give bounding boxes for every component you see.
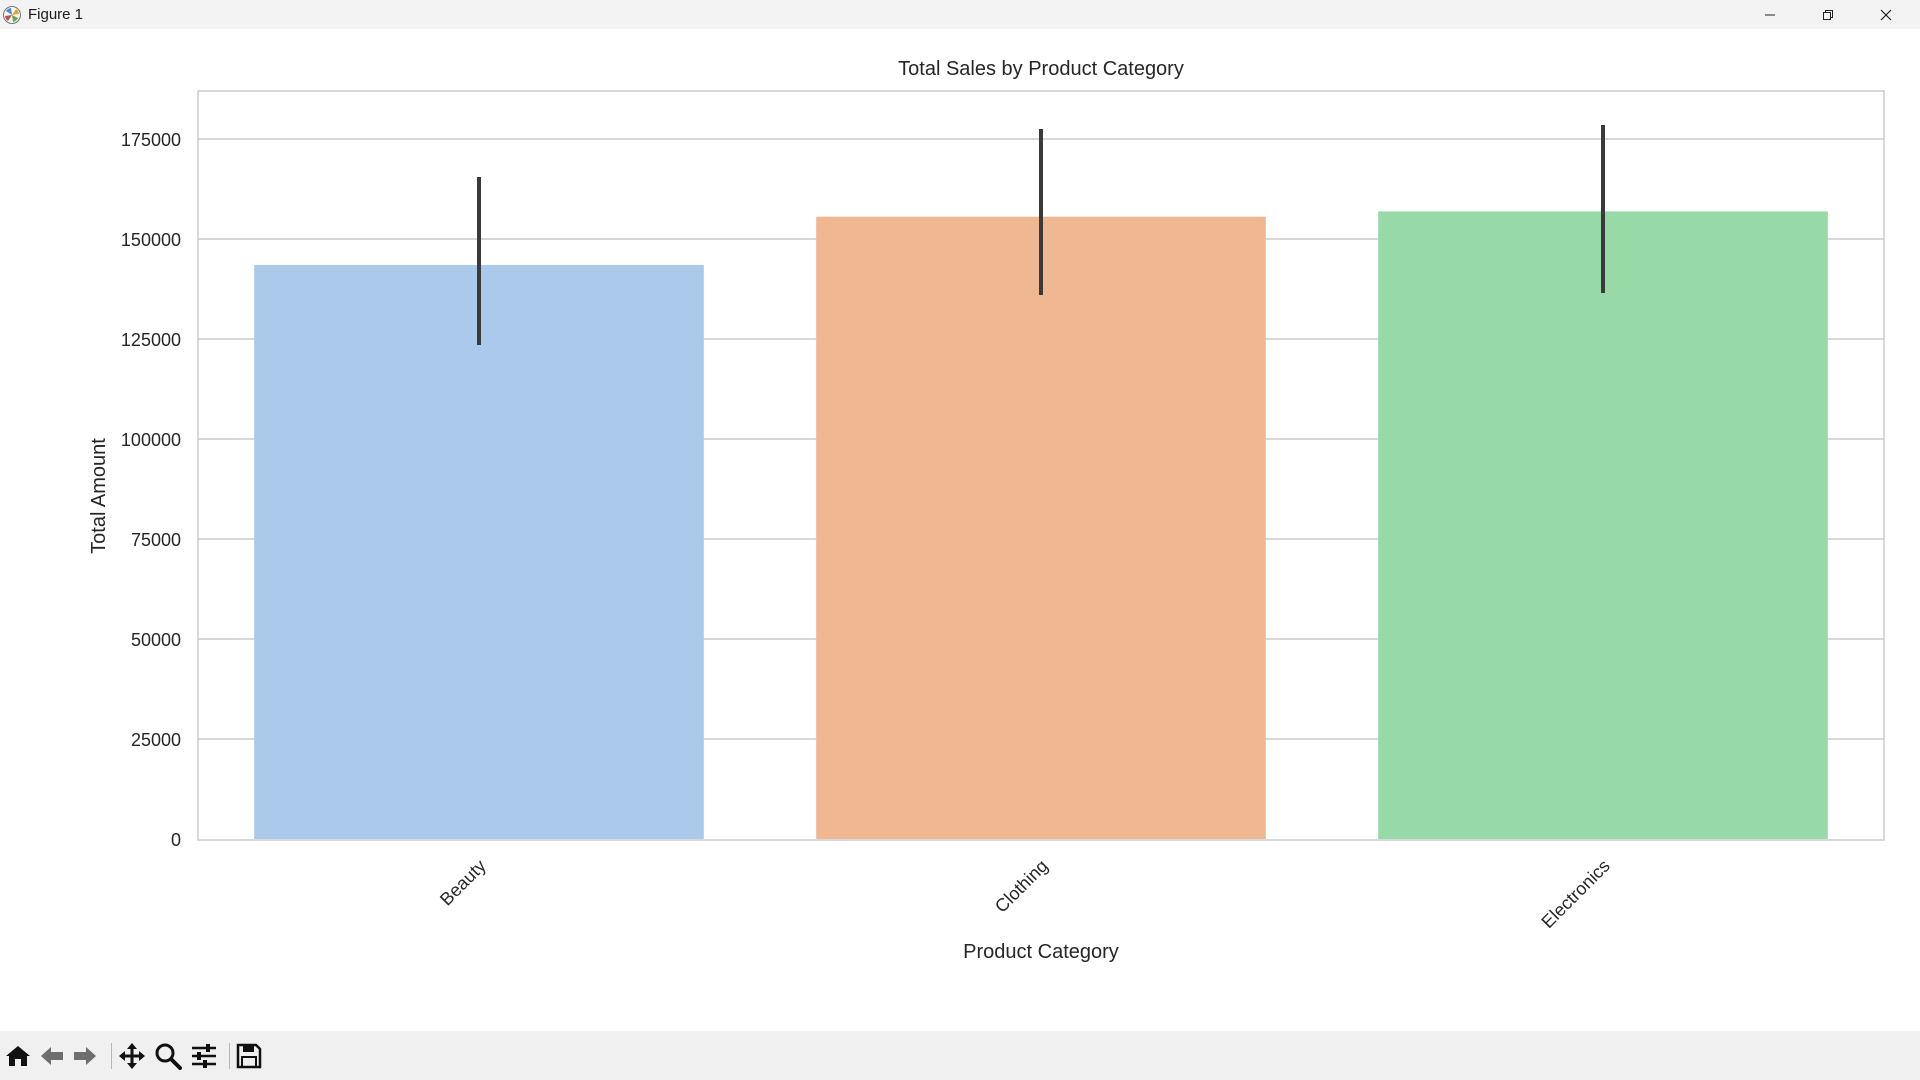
error-bars <box>477 125 1605 345</box>
y-tick-label: 25000 <box>131 730 181 750</box>
minimize-icon <box>1765 14 1775 15</box>
save-icon <box>236 1043 262 1069</box>
plot-frame <box>197 90 1885 841</box>
configure-subplots-icon <box>192 1044 216 1068</box>
toolbar-separator <box>229 1043 230 1069</box>
pan-button[interactable] <box>117 1041 147 1071</box>
y-tick-labels: 0 25000 50000 75000 100000 125000 150000 175000 <box>121 130 181 850</box>
minimize-button[interactable] <box>1741 0 1799 29</box>
x-tick-labels: Beauty Clothing Electronics <box>436 856 1614 932</box>
y-tick-label: 75000 <box>131 530 181 550</box>
pan-icon <box>119 1043 145 1069</box>
forward-icon <box>74 1047 96 1065</box>
x-axis-label: Product Category <box>963 941 1119 963</box>
figure-canvas: 0 25000 50000 75000 100000 125000 150000 175000… <box>0 29 1920 1031</box>
x-tick-label: Electronics <box>1537 856 1613 932</box>
bar-clothing <box>816 216 1266 839</box>
restore-button[interactable] <box>1799 0 1857 29</box>
y-tick-label: 175000 <box>121 130 181 150</box>
x-tick-label: Beauty <box>436 856 490 910</box>
bar-beauty <box>254 264 704 839</box>
matplotlib-app-icon <box>3 6 21 24</box>
y-tick-label: 150000 <box>121 230 181 250</box>
bars <box>254 211 1828 839</box>
y-tick-label: 0 <box>171 830 181 850</box>
navigation-toolbar <box>0 1031 1920 1080</box>
zoom-button[interactable] <box>153 1041 183 1071</box>
close-button[interactable] <box>1857 0 1915 29</box>
bar-chart: 0 25000 50000 75000 100000 125000 150000 175000… <box>88 58 1885 963</box>
title-bar: Figure 1 <box>0 0 1920 29</box>
toolbar-separator <box>111 1043 112 1069</box>
back-icon <box>41 1047 63 1065</box>
chart-title: Total Sales by Product Category <box>898 58 1184 80</box>
back-button[interactable] <box>37 1041 67 1071</box>
y-tick-label: 100000 <box>121 430 181 450</box>
restore-icon <box>1823 9 1833 20</box>
y-tick-label: 50000 <box>131 630 181 650</box>
y-axis-label: Total Amount <box>88 438 110 554</box>
close-icon <box>1880 9 1892 20</box>
save-button[interactable] <box>234 1041 264 1071</box>
zoom-icon <box>155 1043 182 1070</box>
x-tick-label: Clothing <box>991 856 1052 917</box>
window-title: Figure 1 <box>28 6 84 23</box>
bar-electronics <box>1378 211 1828 839</box>
home-icon <box>6 1046 30 1066</box>
home-button[interactable] <box>3 1041 33 1071</box>
forward-button[interactable] <box>70 1041 100 1071</box>
y-tick-label: 125000 <box>121 330 181 350</box>
configure-subplots-button[interactable] <box>189 1041 219 1071</box>
